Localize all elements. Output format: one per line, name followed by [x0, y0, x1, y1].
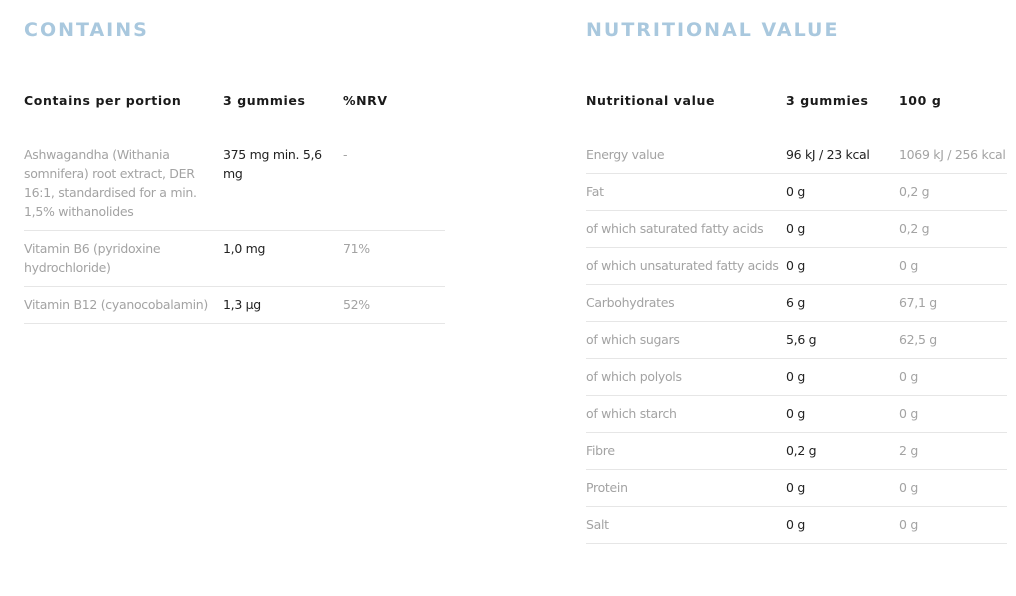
- row-label: Vitamin B6 (pyridoxine hydrochloride): [24, 230, 223, 287]
- table-row: of which saturated fatty acids 0 g 0,2 g: [586, 210, 1007, 248]
- table-row: Vitamin B6 (pyridoxine hydrochloride) 1,0…: [24, 230, 445, 287]
- table-row: Energy value 96 kJ / 23 kcal 1069 kJ / 256…: [586, 137, 1007, 174]
- row-value: 0 g: [786, 247, 899, 285]
- table-header-row: Nutritional value 3 gummies 100 g: [586, 88, 1007, 137]
- row-value: 0 g: [786, 173, 899, 211]
- row-value-secondary: 1069 kJ / 256 kcal: [899, 137, 1007, 174]
- row-value: 0 g: [786, 210, 899, 248]
- row-value: 0 g: [786, 358, 899, 396]
- row-value-secondary: 62,5 g: [899, 321, 1007, 359]
- row-value-secondary: 0,2 g: [899, 173, 1007, 211]
- row-value-secondary: 0 g: [899, 506, 1007, 544]
- row-value: 0 g: [786, 469, 899, 507]
- row-value-secondary: 52%: [343, 286, 445, 324]
- row-value: 0 g: [786, 506, 899, 544]
- row-value-secondary: 67,1 g: [899, 284, 1007, 322]
- row-label: of which saturated fatty acids: [586, 210, 786, 248]
- row-label: Ashwagandha (Withania somnifera) root ex…: [24, 137, 223, 231]
- row-value-secondary: 0,2 g: [899, 210, 1007, 248]
- row-value-secondary: 71%: [343, 230, 445, 287]
- row-value-secondary: 0 g: [899, 469, 1007, 507]
- row-value-secondary: -: [343, 137, 445, 231]
- row-value: 375 mg min. 5,6 mg: [223, 137, 343, 231]
- contains-table: Contains per portion 3 gummies %NRV Ashw…: [24, 88, 445, 324]
- row-label: Fibre: [586, 432, 786, 470]
- column-header: Nutritional value: [586, 93, 716, 108]
- column-header: 3 gummies: [223, 93, 306, 108]
- table-row: Ashwagandha (Withania somnifera) root ex…: [24, 137, 445, 231]
- nutrition-heading: NUTRITIONAL VALUE: [586, 19, 840, 41]
- row-label: Salt: [586, 506, 786, 544]
- column-header: 100 g: [899, 93, 942, 108]
- row-value: 1,3 µg: [223, 286, 343, 324]
- row-label: of which sugars: [586, 321, 786, 359]
- row-value: 1,0 mg: [223, 230, 343, 287]
- table-row: Vitamin B12 (cyanocobalamin) 1,3 µg 52%: [24, 286, 445, 324]
- row-label: of which unsaturated fatty acids: [586, 247, 786, 285]
- table-row: Fat 0 g 0,2 g: [586, 173, 1007, 211]
- column-header: %NRV: [343, 93, 388, 108]
- column-header: 3 gummies: [786, 93, 869, 108]
- row-value-secondary: 0 g: [899, 358, 1007, 396]
- column-header: Contains per portion: [24, 93, 182, 108]
- table-row: Carbohydrates 6 g 67,1 g: [586, 284, 1007, 322]
- row-value: 5,6 g: [786, 321, 899, 359]
- row-value-secondary: 0 g: [899, 247, 1007, 285]
- row-value: 0,2 g: [786, 432, 899, 470]
- row-value-secondary: 0 g: [899, 395, 1007, 433]
- row-label: Energy value: [586, 137, 786, 174]
- row-label: of which starch: [586, 395, 786, 433]
- table-header-row: Contains per portion 3 gummies %NRV: [24, 88, 445, 137]
- row-label: Fat: [586, 173, 786, 211]
- contains-heading: CONTAINS: [24, 19, 149, 41]
- row-label: Carbohydrates: [586, 284, 786, 322]
- row-label: Vitamin B12 (cyanocobalamin): [24, 286, 223, 324]
- nutrition-table: Nutritional value 3 gummies 100 g Energy…: [586, 88, 1007, 544]
- row-label: of which polyols: [586, 358, 786, 396]
- row-value-secondary: 2 g: [899, 432, 1007, 470]
- row-value: 0 g: [786, 395, 899, 433]
- row-value: 6 g: [786, 284, 899, 322]
- row-label: Protein: [586, 469, 786, 507]
- table-row: of which sugars 5,6 g 62,5 g: [586, 321, 1007, 359]
- row-value: 96 kJ / 23 kcal: [786, 137, 899, 174]
